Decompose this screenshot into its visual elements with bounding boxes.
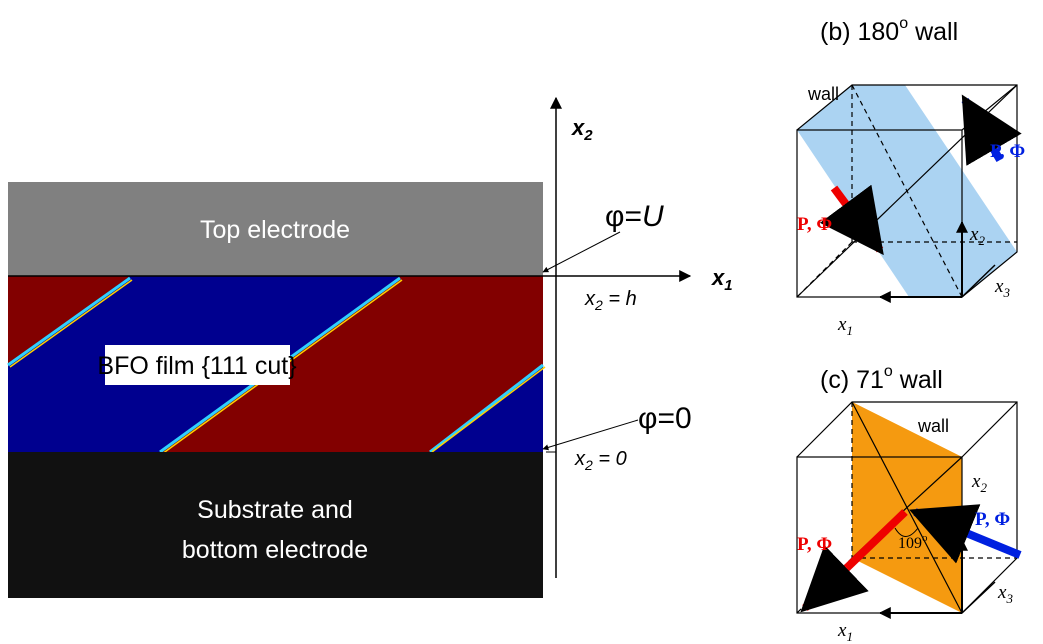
polarization-label: P, Φ <box>797 534 832 555</box>
text-part: 3 <box>1005 591 1013 606</box>
label: bottom electrode <box>182 536 368 564</box>
text-part: 2 <box>594 297 603 313</box>
text-part: x <box>711 265 725 290</box>
diagram: Top electrode BFO film {111 cut} Substra… <box>0 0 1043 644</box>
text-part: 109 <box>898 535 922 552</box>
pointer <box>543 232 620 272</box>
label: BFO film {111 cut} <box>97 352 296 380</box>
text-part: = h <box>603 288 637 310</box>
axis <box>962 582 995 613</box>
label: Top electrode <box>200 216 350 244</box>
text-part: (b) 180 <box>820 18 899 46</box>
polarization-label: P, Φ <box>797 214 832 235</box>
wall-label: wall <box>807 84 839 104</box>
position: x2 = 0 <box>574 448 627 473</box>
text-part: 3 <box>1002 285 1010 300</box>
text-part: 1 <box>846 323 853 338</box>
text-part: 1 <box>846 629 853 644</box>
axis-label: x3 <box>994 276 1010 300</box>
text-part: U <box>642 200 664 233</box>
text-part: 1 <box>724 277 732 294</box>
potential: φ=0 <box>638 402 692 435</box>
axis-label: x1 <box>711 265 733 294</box>
text-part: φ= <box>605 200 642 233</box>
position: x2 = h <box>584 288 637 313</box>
axis-label: x3 <box>997 582 1013 606</box>
substrate <box>8 452 543 598</box>
text-part: o <box>884 363 893 380</box>
text-part: x <box>571 115 585 140</box>
polarization-label: P, Φ <box>975 509 1010 530</box>
text-part: 2 <box>978 233 985 248</box>
text-part: = 0 <box>593 448 627 470</box>
panel-title: (b) 180o wall <box>820 15 958 46</box>
axis-label: x2 <box>971 471 987 495</box>
axis-label: x1 <box>837 620 853 644</box>
wall-label: wall <box>917 416 949 436</box>
panel-title: (c) 71o wall <box>820 363 943 394</box>
pointer <box>543 420 638 449</box>
text-part: 2 <box>584 457 593 473</box>
axis-label: x2 <box>571 115 593 144</box>
text-part: 2 <box>583 127 593 144</box>
potential: φ=U <box>605 200 664 233</box>
text-part: wall <box>893 366 943 394</box>
label: Substrate and <box>197 496 353 524</box>
polarization-label: P, Φ <box>990 141 1025 162</box>
text-part: 2 <box>980 480 987 495</box>
text-part: (c) 71 <box>820 366 884 394</box>
axis-label: x1 <box>837 314 853 338</box>
text-part: wall <box>908 18 958 46</box>
text-part: o <box>922 532 928 544</box>
text-part: o <box>899 15 908 32</box>
